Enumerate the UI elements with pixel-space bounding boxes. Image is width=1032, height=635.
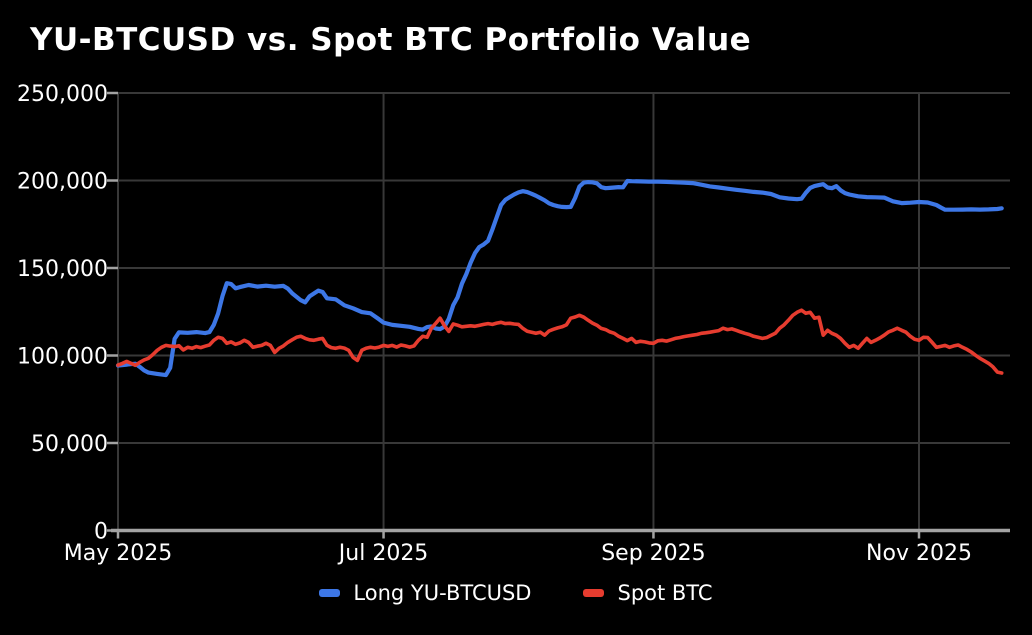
legend-item-spot-btc: Spot BTC xyxy=(583,581,713,605)
legend-label-long-yu-btcusd: Long YU-BTCUSD xyxy=(353,581,532,605)
series-line-spot-btc xyxy=(116,308,1004,375)
y-tick-label: 250,000 xyxy=(17,82,108,107)
y-tick-label: 100,000 xyxy=(17,345,108,370)
gridlines xyxy=(117,92,1010,531)
y-tick-label: 200,000 xyxy=(17,170,108,195)
long-yu-btcusd-swatch xyxy=(319,589,341,597)
x-tick-labels: May 2025 Jul 2025 Sep 2025 Nov 2025 xyxy=(64,541,972,566)
legend-item-long-yu-btcusd: Long YU-BTCUSD xyxy=(319,581,531,605)
x-tick-label: Jul 2025 xyxy=(337,541,429,566)
y-tick-label: 150,000 xyxy=(17,257,108,282)
axis-ticks xyxy=(107,91,921,539)
legend: Long YU-BTCUSD Spot BTC xyxy=(0,581,1032,605)
x-tick-label: May 2025 xyxy=(64,541,172,566)
y-tick-label: 50,000 xyxy=(31,432,108,457)
series-line-long-yu-btcusd xyxy=(115,178,1004,378)
chart-title: YU-BTCUSD vs. Spot BTC Portfolio Value xyxy=(30,22,752,58)
y-tick-labels: 0 50,000 100,000 150,000 200,000 250,000 xyxy=(17,82,108,545)
x-tick-label: Nov 2025 xyxy=(866,541,972,566)
spot-btc-swatch xyxy=(583,589,605,597)
legend-label-spot-btc: Spot BTC xyxy=(617,581,713,605)
x-tick-label: Sep 2025 xyxy=(601,541,705,566)
y-tick-label: 0 xyxy=(94,520,108,545)
